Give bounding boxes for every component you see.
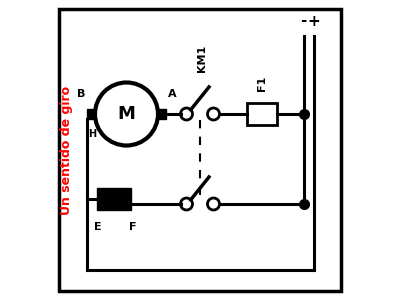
Bar (246, 103, 276, 124)
Bar (87, 109, 95, 119)
Text: M: M (118, 105, 136, 123)
Text: E: E (94, 222, 102, 232)
Text: F: F (129, 222, 136, 232)
Text: Un sentido de giro: Un sentido de giro (60, 85, 73, 214)
Bar (158, 109, 166, 119)
Text: H: H (88, 128, 96, 139)
Bar (96, 188, 131, 210)
Text: F1: F1 (256, 76, 266, 92)
Text: A: A (168, 89, 176, 100)
Text: KM1: KM1 (196, 45, 206, 72)
Text: +: + (308, 14, 320, 28)
Text: B: B (77, 89, 85, 100)
Text: -: - (300, 14, 307, 28)
